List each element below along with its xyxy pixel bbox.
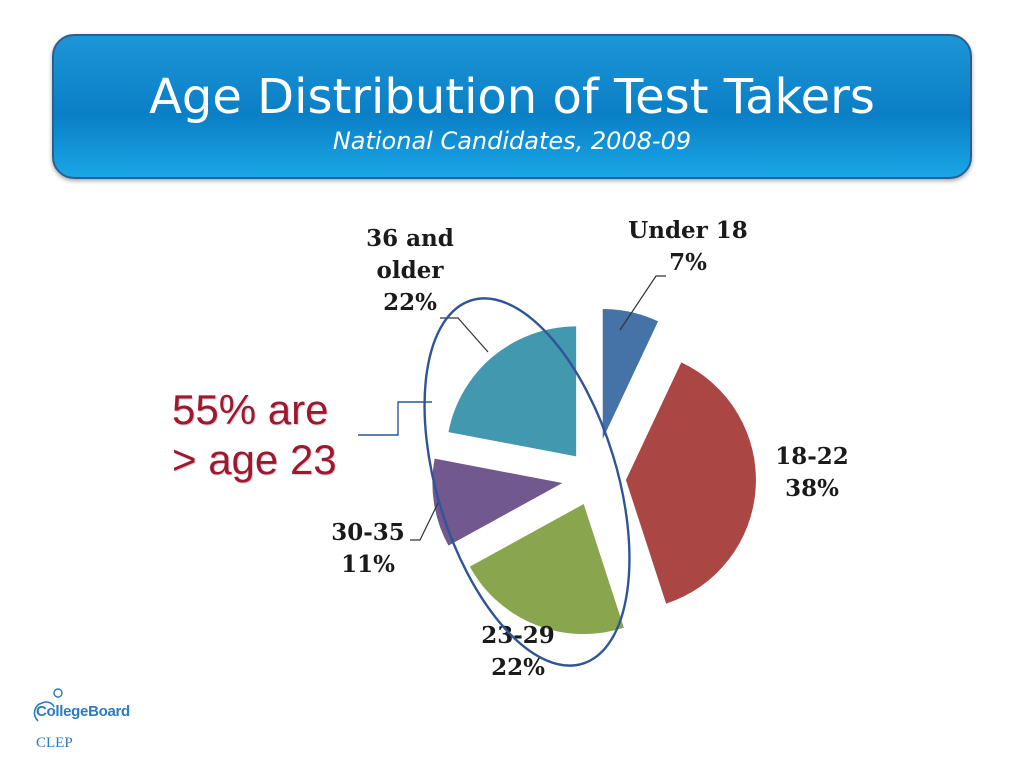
callout-connector: [358, 401, 432, 436]
pie-slice-36-and-older: [448, 326, 577, 457]
title-banner: Age Distribution of Test Takers National…: [52, 34, 972, 179]
slice-category-label: 30-35: [331, 519, 405, 546]
slice-value-label: 22%: [491, 654, 545, 681]
page-subtitle: National Candidates, 2008-09: [332, 127, 692, 155]
page-title: Age Distribution of Test Takers: [149, 69, 875, 125]
slice-category-label: Under 18: [628, 217, 748, 244]
age-callout: 55% are > age 23: [172, 385, 337, 485]
slice-label-group: 36 and older 22%: [366, 225, 454, 316]
slice-category-label: older: [377, 257, 445, 284]
slice-label-group: 30-35 11%: [331, 519, 405, 578]
highlight-ellipse: [423, 297, 631, 667]
leader-line: [440, 317, 489, 353]
slice-category-label: 23-29: [481, 622, 555, 649]
pie-slice-30-35: [432, 458, 563, 546]
pie-slice-under-18: [602, 308, 659, 439]
logo-brand: CollegeBoard: [36, 703, 130, 720]
acorn-icon: [33, 688, 63, 722]
slice-value-label: 11%: [341, 551, 395, 578]
logo-program: CLEP: [36, 735, 73, 751]
slice-label-group: Under 18 7%: [628, 217, 748, 276]
pie-slice-23-29: [469, 504, 624, 635]
callout-line-1: 55% are: [172, 386, 329, 433]
collegeboard-logo: CollegeBoard CLEP: [30, 685, 172, 753]
pie-slice-18-22: [625, 362, 756, 604]
slice-category-label: 18-22: [775, 443, 849, 470]
leader-line: [410, 502, 439, 541]
leader-line: [619, 275, 666, 331]
slice-value-label: 22%: [383, 289, 437, 316]
slice-value-label: 7%: [669, 249, 707, 276]
slice-label-group: 18-22 38%: [775, 443, 849, 502]
slice-label-group: 23-29 22%: [481, 622, 555, 681]
callout-line-2: > age 23: [172, 436, 337, 483]
slice-category-label: 36 and: [366, 225, 454, 252]
slice-value-label: 38%: [785, 475, 839, 502]
